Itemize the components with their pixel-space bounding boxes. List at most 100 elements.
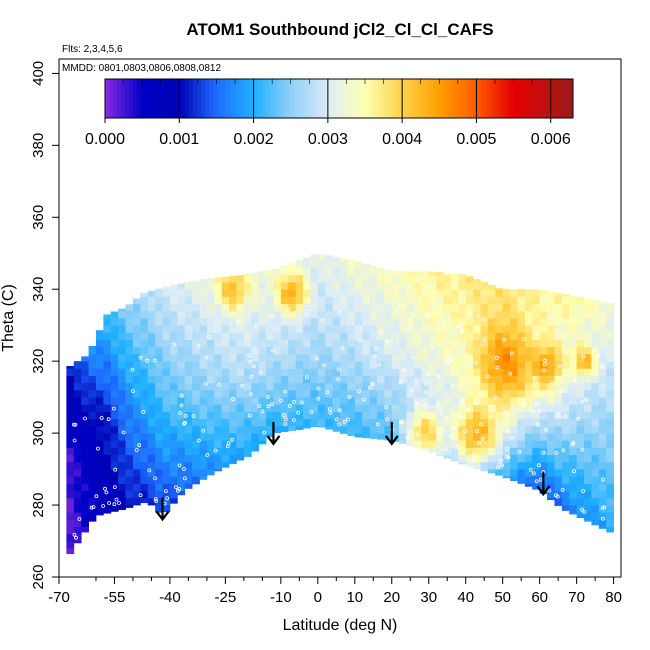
heatmap-cell: [369, 389, 378, 398]
heatmap-cell: [547, 303, 555, 312]
heatmap-cell: [81, 512, 89, 520]
heatmap-cell: [517, 310, 526, 319]
heatmap-cell: [243, 440, 252, 448]
heatmap-cell: [502, 418, 511, 427]
heatmap-cell: [125, 397, 134, 405]
sample-point: [377, 362, 382, 367]
sample-point: [501, 338, 506, 342]
heatmap-cell: [184, 461, 193, 470]
heatmap-cell: [428, 289, 437, 297]
colorbar-segment: [217, 79, 222, 118]
heatmap-cell: [177, 361, 186, 369]
sample-point: [172, 342, 176, 347]
heatmap-cell: [184, 310, 193, 319]
heatmap-cell: [428, 397, 437, 405]
heatmap-cell: [192, 483, 200, 485]
heatmap-cell: [192, 303, 200, 312]
heatmap-cell: [606, 375, 614, 384]
heatmap-cell: [125, 425, 134, 434]
heatmap-cell: [66, 533, 75, 542]
heatmap-cell: [510, 433, 518, 441]
colorbar-segment: [421, 79, 426, 118]
heatmap-cell: [199, 361, 208, 369]
heatmap-cell: [576, 425, 585, 434]
sample-point: [572, 469, 576, 474]
heatmap-cell: [162, 382, 171, 391]
heatmap-cell: [266, 382, 274, 391]
heatmap-cell: [125, 505, 134, 508]
heatmap-cell: [369, 397, 378, 405]
x-tick-label: -25: [215, 589, 237, 606]
heatmap-cell: [502, 361, 511, 369]
heatmap-cell: [236, 361, 245, 369]
heatmap-cell: [140, 447, 149, 456]
heatmap-cell: [288, 425, 297, 431]
heatmap-cell: [561, 382, 570, 391]
heatmap-cell: [576, 476, 585, 484]
heatmap-cell: [391, 418, 400, 427]
heatmap-cell: [458, 361, 467, 369]
heatmap-cell: [317, 397, 326, 405]
sample-point: [460, 398, 465, 403]
heatmap-cell: [110, 497, 119, 506]
heatmap-cell: [458, 282, 467, 290]
heatmap-cell: [140, 469, 149, 477]
colorbar-tick-label: 0.006: [531, 131, 571, 148]
heatmap-cell: [288, 397, 297, 405]
heatmap-cell: [317, 296, 326, 305]
heatmap-cell: [295, 397, 304, 405]
heatmap-cell: [376, 397, 385, 405]
heatmap-cell: [376, 404, 385, 412]
heatmap-cell: [110, 505, 119, 512]
heatmap-cell: [413, 289, 422, 297]
heatmap-cell: [295, 411, 304, 420]
heatmap-cell: [487, 447, 496, 456]
heatmap-cell: [147, 469, 156, 477]
heatmap-cell: [502, 404, 511, 412]
heatmap-cell: [428, 318, 437, 326]
heatmap-cell: [517, 325, 526, 333]
heatmap-cell: [399, 325, 407, 333]
heatmap-cell: [73, 519, 82, 528]
heatmap-cell: [310, 254, 319, 261]
heatmap-cell: [340, 267, 348, 276]
heatmap-cell: [532, 353, 541, 362]
colorbar-segment: [433, 79, 438, 118]
heatmap-cell: [517, 289, 526, 297]
heatmap-cell: [421, 274, 430, 283]
colorbar-segment: [305, 79, 310, 118]
heatmap-cell: [539, 325, 548, 333]
heatmap-cell: [510, 469, 518, 477]
sample-point: [152, 358, 157, 363]
heatmap-cell: [229, 346, 237, 355]
heatmap-cell: [169, 382, 178, 391]
heatmap-cell: [606, 404, 614, 412]
heatmap-cell: [421, 289, 430, 297]
heatmap-cell: [547, 332, 555, 340]
arrow-head: [384, 435, 399, 446]
heatmap-cell: [73, 440, 82, 448]
heatmap-cell: [384, 425, 393, 434]
heatmap-cell: [288, 332, 297, 340]
heatmap-cell: [88, 433, 97, 441]
heatmap-cell: [510, 346, 518, 355]
heatmap-cell: [399, 274, 407, 283]
heatmap-cell: [362, 339, 370, 348]
heatmap-cell: [561, 490, 570, 499]
heatmap-cell: [103, 339, 112, 348]
heatmap-cell: [473, 361, 481, 369]
heatmap-cell: [347, 267, 356, 276]
heatmap-cell: [347, 375, 356, 384]
heatmap-cell: [347, 411, 356, 420]
sample-point: [471, 452, 476, 457]
heatmap-cell: [569, 490, 578, 499]
colorbar-segment: [173, 79, 178, 118]
heatmap-cell: [118, 418, 126, 427]
heatmap-cell: [539, 332, 548, 340]
heatmap-cell: [399, 339, 407, 348]
sample-point: [327, 407, 332, 412]
heatmap-cell: [147, 325, 156, 333]
heatmap-cell: [184, 404, 193, 412]
heatmap-cell: [184, 325, 193, 333]
heatmap-cell: [236, 325, 245, 333]
